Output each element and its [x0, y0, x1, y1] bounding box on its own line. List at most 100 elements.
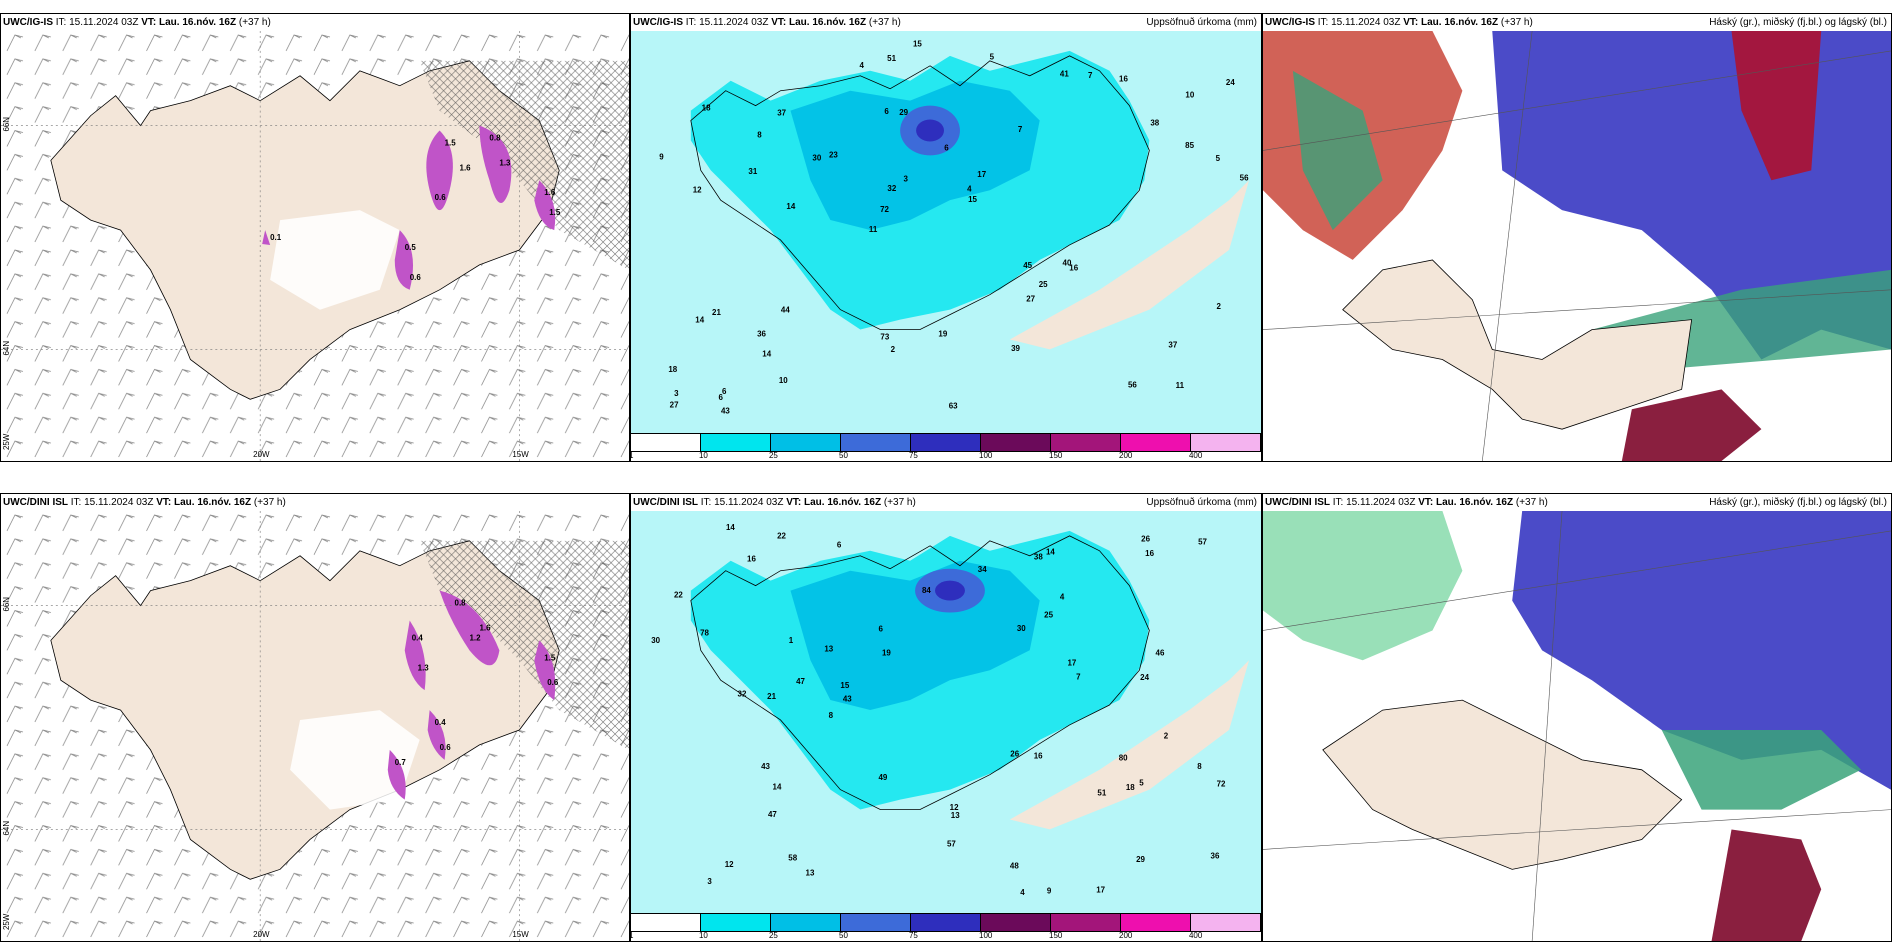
value-label: 19 [938, 329, 947, 338]
value-label: 48 [1010, 862, 1019, 871]
value-label: 17 [1096, 885, 1105, 894]
ice-value-label: 1.6 [460, 163, 472, 172]
value-label: 47 [796, 677, 805, 686]
precip-values-top: 1112101176662123181429171618515645857273… [659, 40, 1249, 416]
colorbar-cell [771, 434, 841, 451]
value-label: 49 [879, 773, 888, 782]
value-label: 13 [824, 644, 833, 653]
colorbar-tick: 150 [1049, 931, 1063, 940]
value-label: 6 [884, 107, 889, 116]
cloud-map[interactable] [1263, 31, 1891, 461]
value-label: 21 [712, 308, 721, 317]
value-label: 16 [1034, 751, 1043, 760]
value-label: 51 [1097, 788, 1106, 797]
value-label: 63 [949, 401, 958, 410]
wind-ice-map[interactable]: 66N 64N 25W 20W 15W 0.8 1.6 0.4 1.3 1.5 0.6 0.… [1, 511, 629, 941]
colorbar-tick: 10 [698, 451, 708, 460]
value-label: 24 [1226, 78, 1235, 87]
ice-value-label: 1.6 [479, 623, 491, 632]
panel-title: UWC/IG-IS IT: 15.11.2024 03Z VT: Lau. 16… [1265, 17, 1887, 28]
wind-ice-map[interactable]: 66N 64N 25W 20W 15W 1.5 1.6 0.8 1.3 1.6 0.5 0.… [1, 31, 629, 461]
value-label: 26 [1141, 535, 1150, 544]
iceland-outline [690, 55, 1150, 330]
value-label: 12 [950, 803, 959, 812]
value-label: 43 [721, 406, 730, 415]
value-label: 6 [837, 541, 842, 550]
value-label: 4 [1060, 593, 1065, 602]
colorbar-cell [1191, 914, 1261, 931]
value-label: 11 [869, 225, 878, 234]
value-label: 6 [944, 143, 949, 152]
colorbar-tick: 100 [979, 451, 993, 460]
value-label: 30 [651, 636, 660, 645]
panel-title: UWC/IG-IS IT: 15.11.2024 03Z VT: Lau. 16… [633, 17, 1257, 28]
map-svg-tr [1263, 31, 1891, 461]
value-label: 10 [779, 376, 788, 385]
ice-value-label: 1.5 [544, 653, 556, 662]
ice-value-label: 0.6 [547, 678, 559, 687]
map-svg-tm: 1112101176662123181429171618515645857273… [631, 31, 1261, 433]
value-label: 17 [977, 170, 986, 179]
lat-label-lower: 64N [2, 821, 11, 836]
value-label: 27 [1026, 295, 1035, 304]
value-label: 36 [757, 329, 766, 338]
value-label: 6 [722, 387, 727, 396]
value-label: 4 [967, 185, 972, 194]
value-label: 44 [781, 306, 790, 315]
panel-top-mid: UWC/IG-IS IT: 15.11.2024 03Z VT: Lau. 16… [630, 13, 1262, 462]
value-label: 15 [913, 40, 922, 49]
value-label: 11 [1176, 381, 1185, 390]
colorbar-bottom: 1 10 25 50 75 100 150 200 400 [631, 913, 1261, 941]
value-label: 1 [789, 636, 794, 645]
value-label: 29 [1136, 855, 1145, 864]
ice-values-bottom: 0.8 1.6 0.4 1.3 1.5 0.6 0.4 0.7 0.6 1.2 [395, 599, 559, 767]
value-label: 73 [880, 332, 889, 341]
colorbar-cell [631, 914, 701, 931]
colorbar-tick: 25 [768, 451, 778, 460]
value-label: 80 [1119, 753, 1128, 762]
ice-value-label: 0.6 [435, 193, 447, 202]
ice-value-label: 0.8 [455, 599, 467, 608]
ice-value-label: 0.7 [395, 758, 407, 767]
value-label: 16 [1145, 549, 1154, 558]
value-label: 43 [843, 694, 852, 703]
value-label: 18 [668, 365, 677, 374]
colorbar-tick: 400 [1188, 931, 1203, 940]
ice-value-label: 1.6 [544, 188, 556, 197]
value-label: 45 [1023, 261, 1032, 270]
colorbar-tick: 400 [1188, 451, 1203, 460]
value-label: 43 [761, 762, 770, 771]
value-label: 72 [1217, 779, 1226, 788]
value-label: 12 [693, 186, 702, 195]
cloud-map[interactable] [1263, 511, 1891, 941]
value-label: 30 [812, 153, 821, 162]
colorbar-cell [1191, 434, 1261, 451]
colorbar-cell [981, 434, 1051, 451]
ice-value-label: 0.5 [405, 243, 417, 252]
value-label: 15 [968, 195, 977, 204]
ice-value-label: 1.5 [549, 208, 561, 217]
precip-map[interactable]: 8 17 13 12 12 13 6 4 4 24 16 16 30 17 13 16 47 58 38 84 78 80… [631, 511, 1261, 913]
colorbar-tick: 50 [839, 451, 848, 460]
value-label: 58 [788, 854, 797, 863]
panel-bottom-right: UWC/DINI ISL IT: 15.11.2024 03Z VT: Lau.… [1262, 493, 1892, 942]
value-label: 37 [1168, 341, 1177, 350]
value-label: 10 [1185, 91, 1194, 100]
value-label: 29 [899, 108, 908, 117]
value-label: 14 [786, 202, 795, 211]
precip-map[interactable]: 11 12 10 11 7 6 6 6 21 23 18 14 29 17 16 18 51 56 45 85 72 73… [631, 31, 1261, 433]
value-label: 6 [879, 625, 884, 634]
colorbar-tick: 100 [979, 931, 993, 940]
value-label: 27 [670, 400, 679, 409]
ice-value-label: 0.1 [270, 233, 282, 242]
lat-label-lower: 64N [2, 341, 11, 356]
value-label: 21 [767, 692, 776, 701]
value-label: 9 [1047, 887, 1052, 896]
value-label: 6 [719, 393, 724, 402]
value-label: 30 [1017, 624, 1026, 633]
value-label: 7 [1076, 673, 1081, 682]
value-label: 32 [738, 689, 747, 698]
value-label: 19 [882, 649, 891, 658]
colorbar-tick: 1 [631, 451, 633, 460]
colorbar-tick: 150 [1049, 451, 1063, 460]
